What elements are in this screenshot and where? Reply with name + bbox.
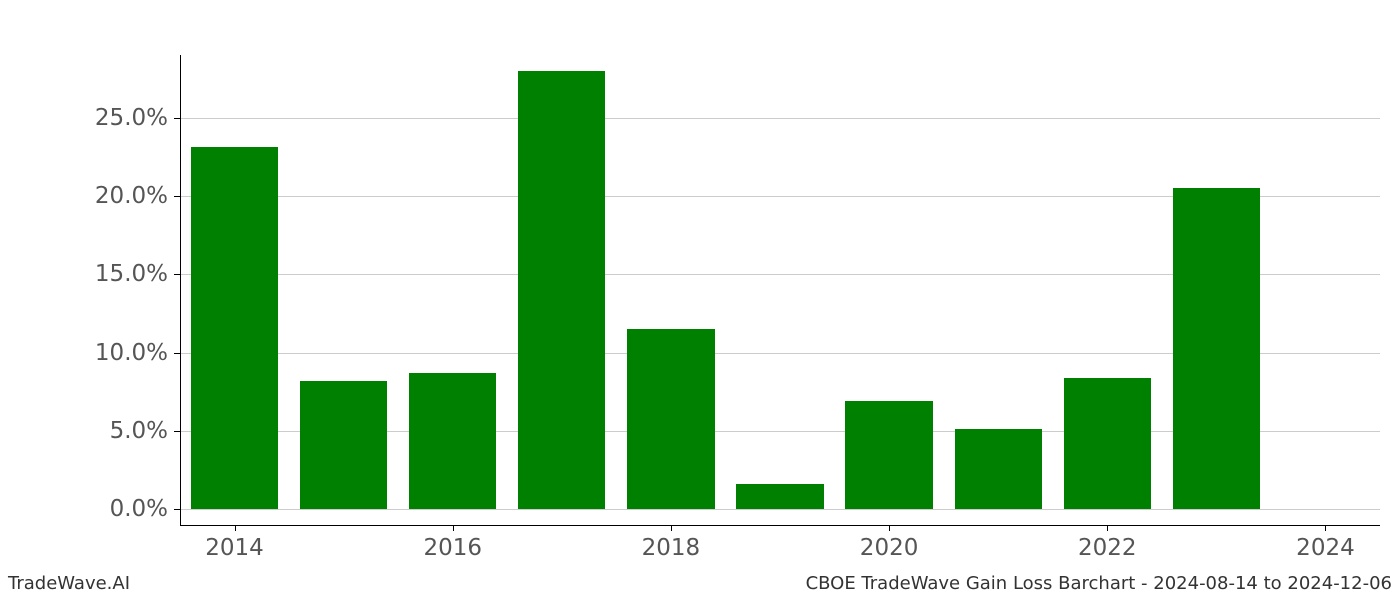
y-tick-label: 20.0% <box>95 183 168 209</box>
y-tick-label: 5.0% <box>110 418 168 444</box>
y-tick-label: 15.0% <box>95 261 168 287</box>
footer-right-label: CBOE TradeWave Gain Loss Barchart - 2024… <box>806 573 1392 594</box>
bar <box>518 71 605 510</box>
x-tick-label: 2018 <box>642 535 701 561</box>
bar <box>300 381 387 509</box>
plot-area: 0.0%5.0%10.0%15.0%20.0%25.0%201420162018… <box>180 55 1380 525</box>
y-tick-label: 10.0% <box>95 340 168 366</box>
x-tick-label: 2020 <box>860 535 919 561</box>
bar <box>955 429 1042 509</box>
x-tick-label: 2016 <box>423 535 482 561</box>
bar <box>627 329 714 509</box>
gridline <box>180 118 1380 119</box>
bar <box>1064 378 1151 510</box>
x-axis-line <box>180 525 1380 526</box>
bar <box>736 484 823 509</box>
bar <box>409 373 496 509</box>
y-tick-label: 0.0% <box>110 496 168 522</box>
footer-left-label: TradeWave.AI <box>8 573 130 594</box>
x-tick-label: 2014 <box>205 535 264 561</box>
chart-container: 0.0% 5.0% 10.0% 15.0% 20.0% 25.0% 2014 2016 2018… <box>0 0 1400 600</box>
bar <box>191 147 278 509</box>
y-axis-line <box>180 55 181 525</box>
bar <box>1173 188 1260 509</box>
gridline <box>180 509 1380 510</box>
y-tick-label: 25.0% <box>95 105 168 131</box>
x-tick-label: 2024 <box>1296 535 1355 561</box>
bar <box>845 401 932 509</box>
x-tick-label: 2022 <box>1078 535 1137 561</box>
